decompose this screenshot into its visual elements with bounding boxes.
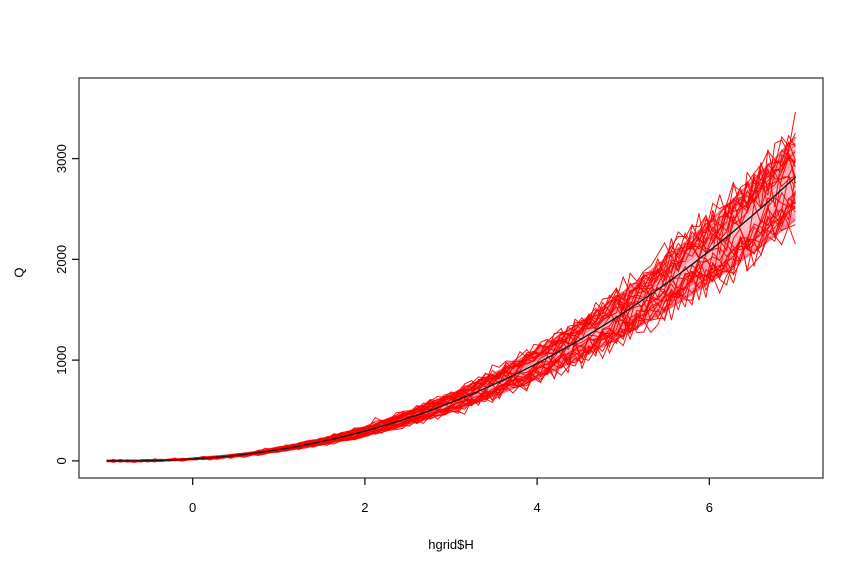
parametric-spaghetti-line (106, 166, 796, 462)
noisy-spaghetti-line (106, 197, 796, 463)
parametric-spaghetti-line (106, 171, 796, 462)
parametric-spaghetti-line (106, 150, 796, 462)
noisy-spaghetti-line (106, 149, 796, 463)
noisy-spaghetti-line (106, 132, 796, 463)
noisy-spaghetti-line (106, 171, 796, 462)
parametric-spaghetti-line (106, 159, 796, 462)
y-axis-title: Q (11, 267, 27, 278)
y-tick-label: 1000 (54, 346, 69, 375)
parametric-spaghetti-line (106, 193, 796, 462)
parametric-spaghetti-line (106, 153, 796, 462)
noisy-spaghetti-line (106, 193, 796, 463)
x-tick-label: 0 (189, 500, 196, 515)
noisy-spaghetti-line (106, 149, 796, 463)
parametric-spaghetti-line (106, 160, 796, 462)
noisy-spaghetti-line (106, 174, 796, 463)
parametric-spaghetti-line (106, 143, 796, 462)
parametric-spaghetti-line (106, 159, 796, 462)
parametric-spaghetti-line (106, 194, 796, 462)
parametric-spaghetti-line (106, 157, 796, 462)
x-tick-label: 4 (533, 500, 540, 515)
y-tick-label: 3000 (54, 144, 69, 173)
y-tick-label: 2000 (54, 245, 69, 274)
parametric-spaghetti-line (106, 168, 796, 462)
noisy-spaghetti-line (106, 139, 796, 462)
plot-area (106, 111, 797, 463)
parametric-spaghetti-line (106, 188, 796, 462)
parametric-spaghetti-line (106, 161, 796, 462)
noisy-spaghetti-line (106, 155, 796, 463)
parametric-spaghetti-line (106, 154, 796, 462)
parametric-spaghetti-line (106, 168, 796, 462)
parametric-spaghetti-line (106, 194, 796, 462)
noisy-spaghetti-line (106, 175, 796, 463)
parametric-spaghetti-line (106, 181, 796, 462)
noisy-spaghetti-line (106, 153, 796, 463)
noisy-spaghetti-line (106, 176, 796, 462)
parametric-spaghetti-line (106, 156, 796, 462)
noisy-spaghetti-line (106, 140, 796, 463)
x-tick-label: 6 (706, 500, 713, 515)
noisy-spaghetti-line (106, 156, 796, 463)
parametric-spaghetti-line (106, 164, 796, 462)
parametric-spaghetti-line (106, 194, 796, 462)
x-axis-title: hgrid$H (428, 537, 474, 552)
parametric-spaghetti-line (106, 160, 796, 462)
noisy-spaghetti-line (106, 151, 796, 463)
x-tick-label: 2 (361, 500, 368, 515)
parametric-spaghetti-line (106, 162, 796, 462)
parametric-spaghetti-line (106, 164, 796, 462)
parametric-spaghetti-line (106, 162, 796, 462)
parametric-spaghetti-line (106, 149, 796, 462)
y-tick-label: 0 (54, 457, 69, 464)
noisy-spaghetti-line (106, 153, 796, 462)
parametric-spaghetti-line (106, 156, 796, 462)
parametric-spaghetti-line (106, 175, 796, 462)
parametric-spaghetti-line (106, 167, 796, 462)
maxpost-curve (106, 176, 796, 462)
plot-box (78, 77, 824, 479)
